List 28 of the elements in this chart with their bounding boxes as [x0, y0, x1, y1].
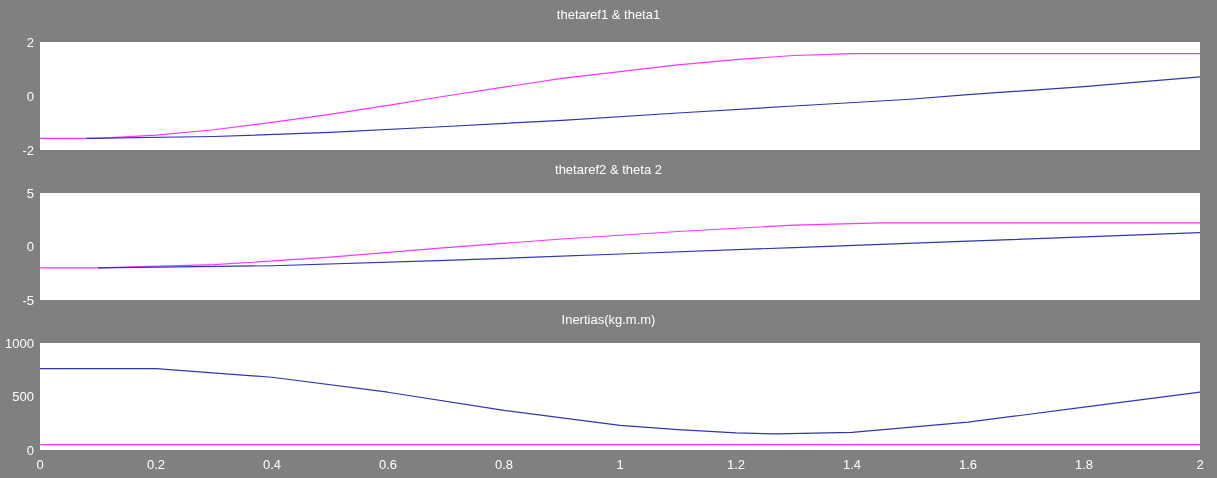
x-tick-label: 2: [1196, 457, 1204, 472]
line-series: [39, 368, 1201, 435]
line-series: [85, 76, 1201, 139]
y-tick-label: 0: [26, 88, 34, 104]
x-tick-label: 1.4: [842, 457, 862, 472]
y-tick-label: 5: [26, 185, 34, 201]
y-tick-label: 0: [26, 442, 34, 458]
x-tick-label: 1.2: [726, 457, 746, 472]
x-tick-label: 0.6: [378, 457, 398, 472]
x-tick-label: 1.6: [958, 457, 978, 472]
y-tick-label: -2: [22, 142, 34, 158]
line-series: [39, 53, 1201, 139]
chart-title: Inertias(kg.m.m): [561, 312, 656, 327]
chart-title: thetaref2 & theta 2: [555, 162, 662, 177]
y-tick-label: 2: [26, 34, 34, 50]
chart-title: thetaref1 & theta1: [556, 7, 661, 22]
x-tick-label: 1.8: [1074, 457, 1094, 472]
y-tick-label: 0: [26, 239, 34, 254]
y-tick-label: 1000: [5, 335, 34, 351]
x-tick-label: 0: [36, 457, 44, 472]
x-tick-label: 1: [616, 457, 624, 472]
line-series: [97, 231, 1201, 269]
x-tick-label: 0.4: [262, 457, 282, 472]
y-tick-label: -5: [22, 292, 34, 308]
y-tick-label: 500: [12, 389, 34, 404]
line-series: [39, 222, 1201, 269]
x-tick-label: 0.2: [146, 457, 166, 472]
x-tick-label: 0.8: [494, 457, 514, 472]
